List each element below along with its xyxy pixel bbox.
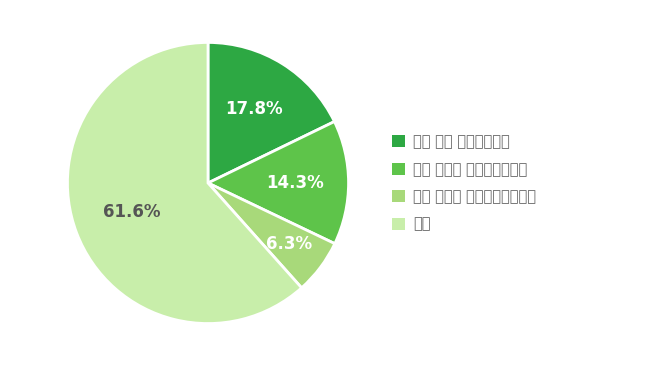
Wedge shape (208, 42, 334, 183)
Text: 61.6%: 61.6% (103, 203, 161, 221)
Text: 14.3%: 14.3% (266, 174, 324, 192)
Wedge shape (208, 183, 335, 288)
Text: 17.8%: 17.8% (226, 100, 283, 118)
Text: 6.3%: 6.3% (266, 235, 312, 253)
Wedge shape (68, 42, 302, 324)
Wedge shape (208, 122, 348, 244)
Legend: ある 且つ 実行している, ある しかし 実行していない, ある しかし 続けられなかった, ない: ある 且つ 実行している, ある しかし 実行していない, ある しかし 続けら… (384, 127, 544, 239)
